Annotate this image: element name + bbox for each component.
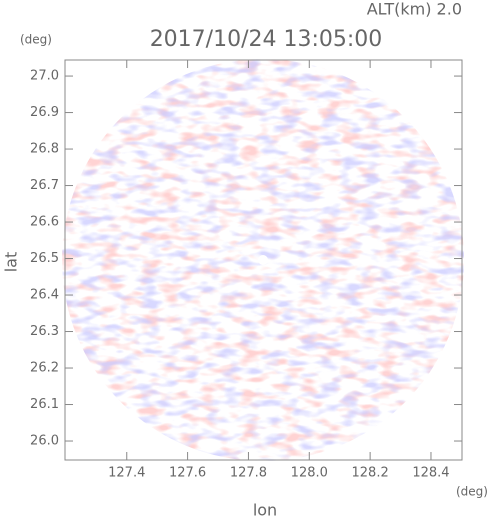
y-tick-label: 27.0 [30, 69, 59, 84]
y-tick-label: 26.6 [30, 215, 59, 230]
y-tick-label: 26.7 [30, 178, 59, 193]
y-tick-label: 26.9 [30, 105, 59, 120]
y-tick-label: 26.4 [30, 288, 59, 303]
y-axis-label: lat [2, 252, 21, 273]
x-unit: (deg) [456, 485, 488, 499]
y-tick-label: 26.3 [30, 324, 59, 339]
subtitle: ALT(km) 2.0 [367, 0, 462, 19]
y-tick-label: 26.2 [30, 361, 59, 376]
plot-frame [64, 59, 463, 461]
y-tick-label: 26.0 [30, 434, 59, 449]
y-tick-label: 26.5 [30, 251, 59, 266]
radar-disk [62, 59, 464, 461]
x-tick-label: 127.8 [230, 466, 267, 481]
x-tick-label: 128.4 [412, 466, 449, 481]
y-tick-label: 26.1 [30, 397, 59, 412]
x-tick-label: 127.4 [108, 466, 145, 481]
x-tick-label: 128.0 [291, 466, 328, 481]
x-tick-label: 128.2 [352, 466, 389, 481]
chart-title: 2017/10/24 13:05:00 [150, 27, 383, 52]
y-tick-label: 26.8 [30, 142, 59, 157]
y-unit: (deg) [20, 33, 52, 47]
x-axis-label: lon [253, 501, 277, 520]
x-tick-label: 127.6 [169, 466, 206, 481]
